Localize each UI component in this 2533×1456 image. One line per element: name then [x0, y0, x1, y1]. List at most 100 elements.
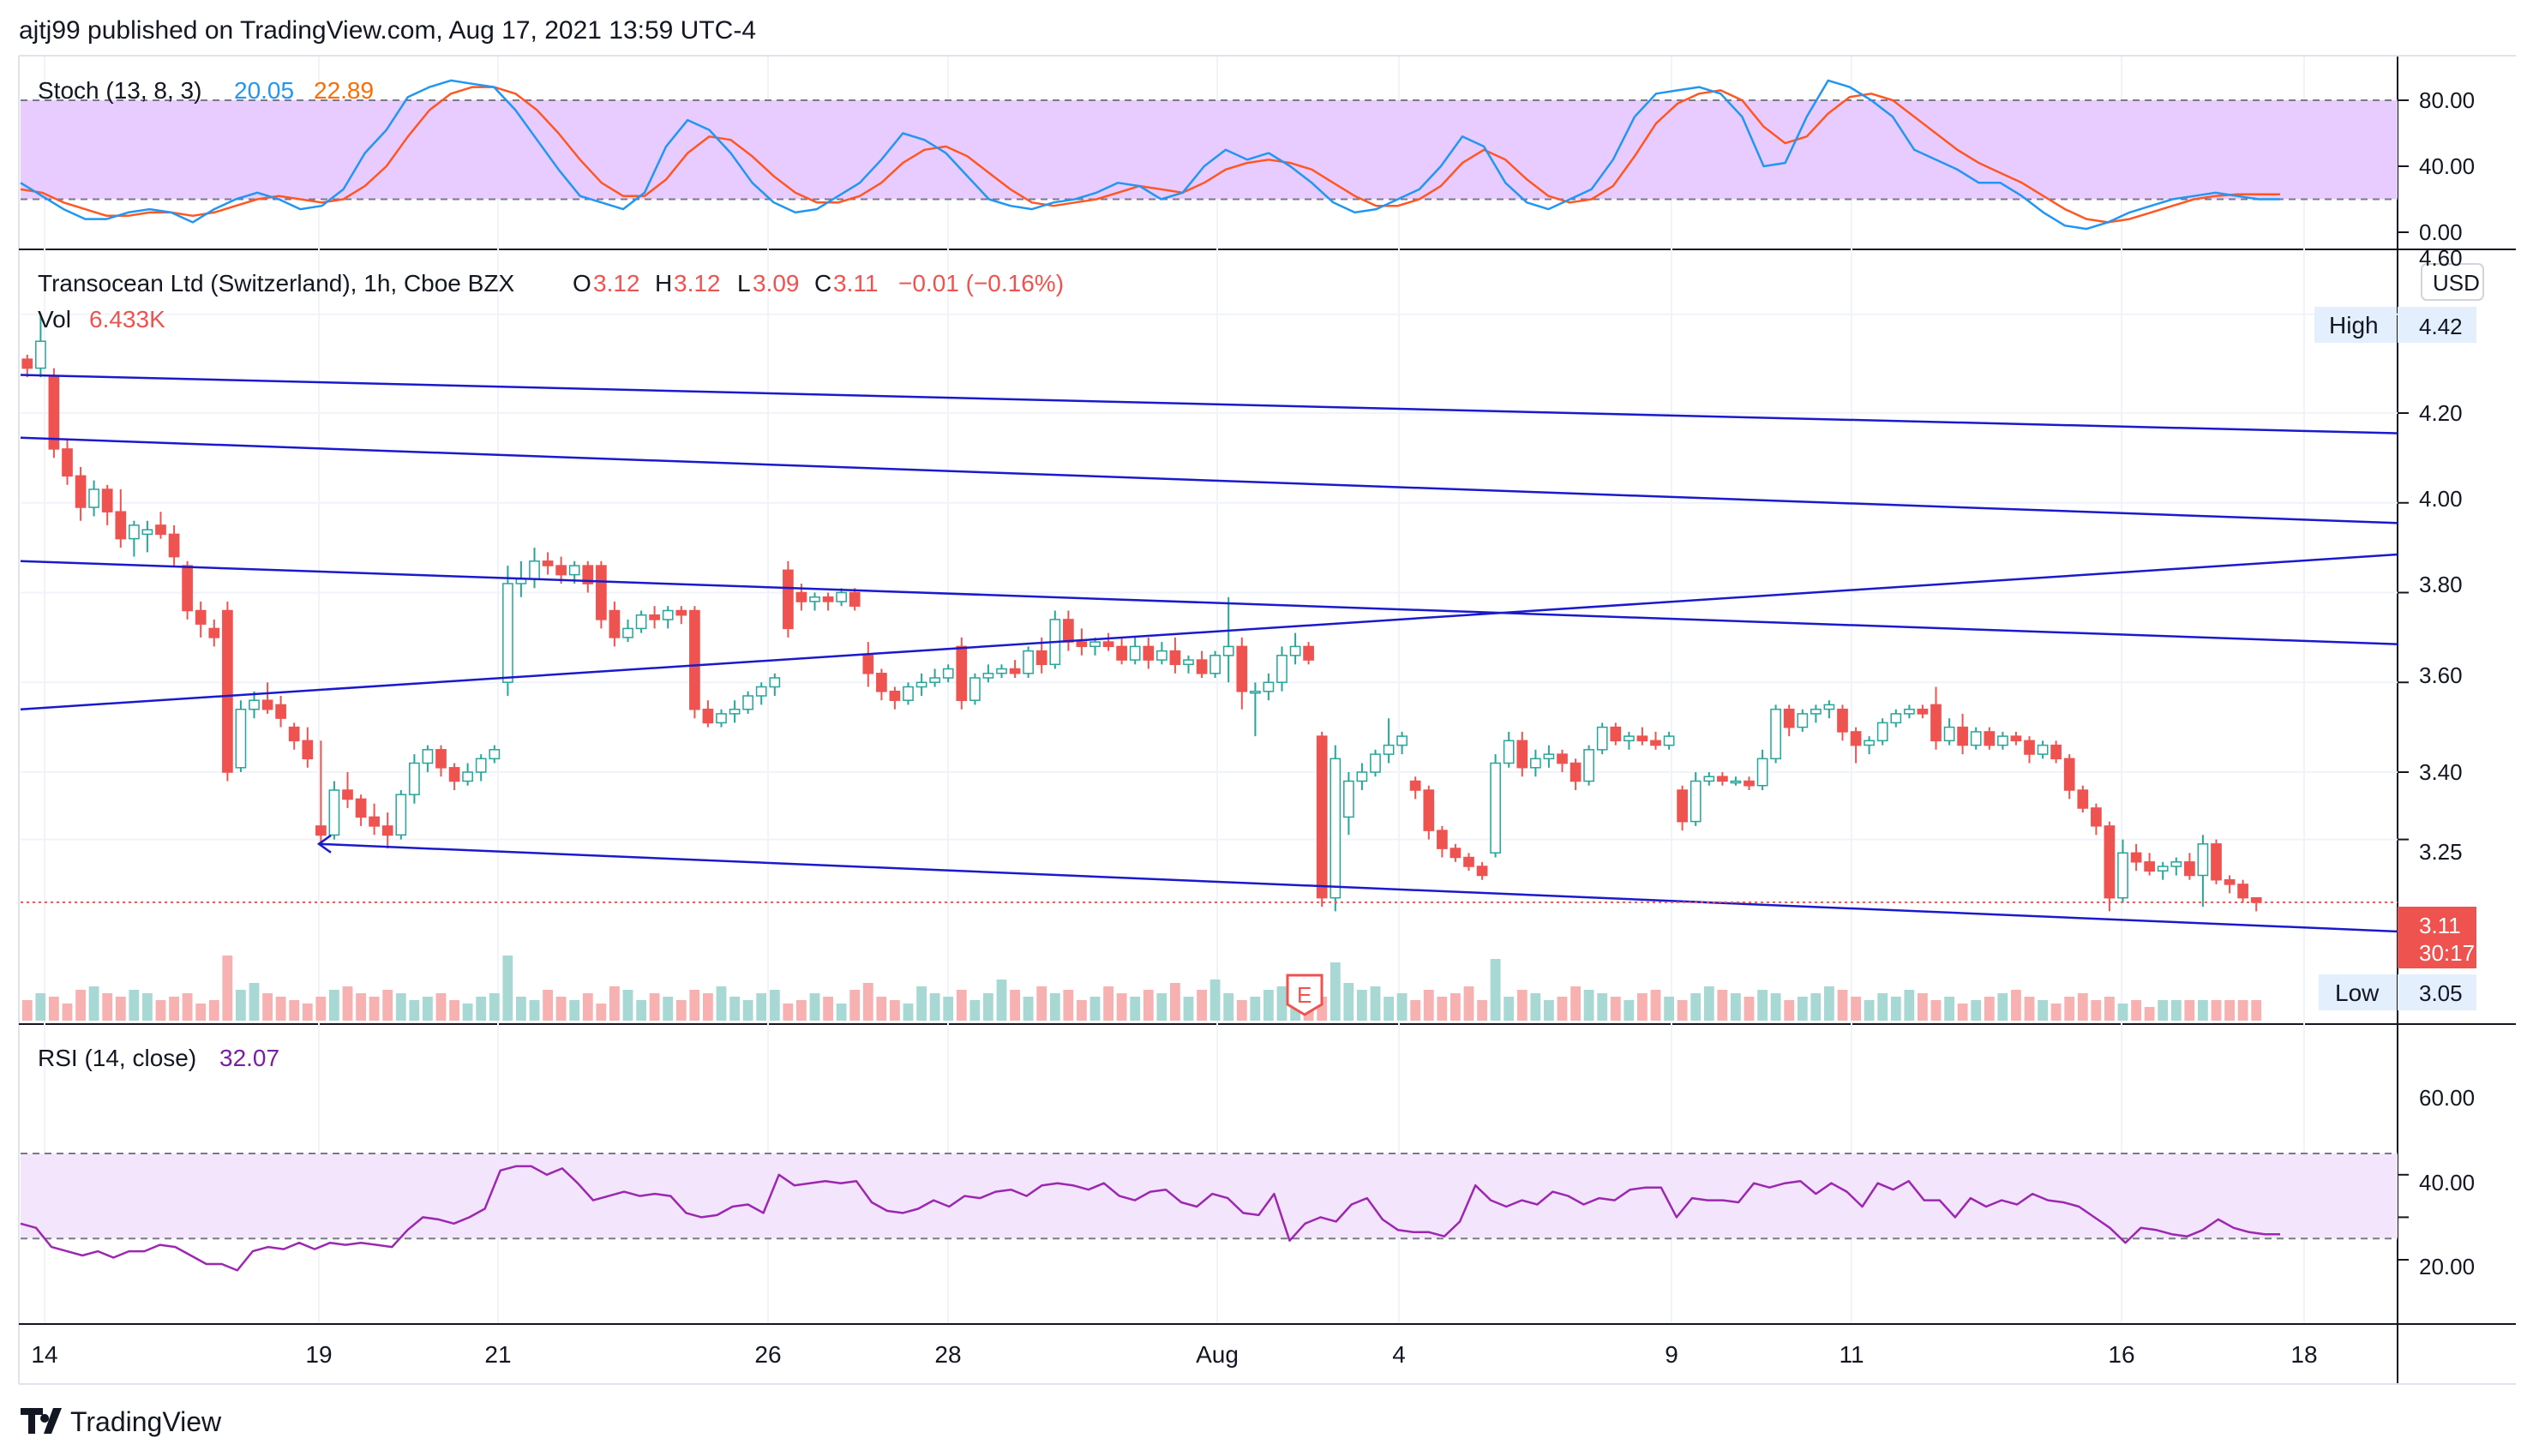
volume-value: 6.433K — [89, 306, 165, 333]
last-price-value: 3.11 — [2419, 913, 2461, 938]
volume-bar — [1637, 993, 1648, 1021]
earnings-marker[interactable]: E — [1286, 974, 1324, 1016]
volume-bar — [1690, 993, 1702, 1021]
candle-body — [1183, 659, 1194, 666]
candle-body — [1169, 650, 1181, 666]
volume-bar — [449, 1000, 459, 1021]
volume-bar — [382, 990, 393, 1021]
candle-body — [1823, 704, 1835, 710]
volume-bar — [115, 997, 126, 1021]
candle-body — [2117, 852, 2128, 899]
volume-bar — [1236, 1000, 1247, 1021]
candle-body — [75, 475, 87, 508]
volume-bar — [543, 990, 553, 1021]
candle-body — [555, 565, 567, 576]
time-axis[interactable]: 14 19 21 26 28 Aug 4 9 11 16 18 — [31, 1341, 2317, 1368]
candle-body — [1437, 830, 1448, 849]
volume-bar — [716, 986, 727, 1021]
candle-body — [862, 655, 874, 674]
volume-bar — [502, 956, 513, 1021]
candle-body — [1023, 650, 1034, 674]
volume-bar — [2170, 1000, 2182, 1021]
candle-body — [1303, 645, 1314, 661]
volume-bar — [823, 997, 833, 1021]
candle-body — [1984, 731, 1996, 746]
candle-body — [2157, 866, 2169, 872]
candle-body — [115, 511, 127, 540]
volume-bar — [1583, 990, 1594, 1021]
volume-bar — [2131, 1000, 2141, 1021]
candle-body — [1102, 641, 1114, 648]
volume-bar — [1957, 1004, 1968, 1021]
candle-body — [996, 668, 1007, 674]
rsi-pane[interactable] — [20, 1153, 2409, 1272]
volume-bar — [1477, 1000, 1487, 1021]
volume-bar — [916, 986, 927, 1021]
volume-bar — [809, 993, 820, 1021]
volume-bar — [983, 993, 993, 1021]
volume-bar — [1851, 997, 1861, 1021]
volume-bar — [1744, 997, 1755, 1021]
volume-bar — [622, 990, 633, 1021]
candle-body — [1356, 771, 1368, 782]
volume-bar — [1984, 997, 1995, 1021]
candle-body — [822, 596, 834, 602]
candle-body — [1089, 641, 1101, 648]
volume-bar — [1170, 983, 1180, 1021]
volume-bar — [1130, 997, 1141, 1021]
candle-body — [2091, 807, 2102, 827]
candle-body — [1797, 713, 1809, 728]
last-price-box — [2398, 907, 2476, 968]
high-label-box — [2314, 307, 2397, 343]
price-pane[interactable] — [20, 313, 2409, 1021]
stoch-tick-40: 40.00 — [2419, 153, 2475, 179]
price-tick-460: 4.60 — [2419, 245, 2463, 271]
candle-body — [942, 668, 954, 679]
volume-bar — [1197, 990, 1207, 1021]
candle-body — [288, 726, 300, 742]
volume-bar — [529, 1000, 540, 1021]
candle-body — [2130, 852, 2142, 863]
candle-body — [1076, 641, 1088, 648]
volume-bar — [88, 986, 99, 1021]
currency-badge[interactable] — [2421, 263, 2484, 301]
time-axis-label: 4 — [1392, 1341, 1406, 1368]
high-label: High — [2329, 312, 2379, 339]
volume-bar — [342, 986, 353, 1021]
volume-bar — [1570, 986, 1581, 1021]
candle-body — [529, 560, 540, 580]
low-label: Low — [2335, 980, 2380, 1006]
volume-bar — [1023, 997, 1034, 1021]
candle-body — [1770, 708, 1781, 760]
time-axis-label: 18 — [2290, 1341, 2317, 1368]
candle-body — [1250, 690, 1261, 694]
volume-bar — [1650, 990, 1661, 1021]
candle-body — [1383, 744, 1395, 755]
candle-body — [1837, 708, 1848, 733]
candle-body — [836, 591, 847, 602]
volume-bar — [1223, 993, 1234, 1021]
time-axis-label: 14 — [31, 1341, 57, 1368]
stoch-pane[interactable] — [20, 79, 2409, 233]
brand-name: TradingView — [70, 1406, 222, 1437]
tradingview-logo-icon — [21, 1408, 62, 1434]
candle-body — [1450, 848, 1462, 859]
volume-bar — [1624, 1000, 1635, 1021]
volume-bar — [1610, 997, 1621, 1021]
candle-body — [2170, 861, 2182, 867]
volume-bar — [1063, 990, 1074, 1021]
volume-bar — [890, 1000, 900, 1021]
volume-bar — [1504, 997, 1515, 1021]
volume-bar — [409, 1000, 420, 1021]
support-ray-arrowhead — [316, 834, 332, 854]
volume-bar — [476, 997, 487, 1021]
volume-bar — [836, 1004, 847, 1021]
candle-body — [369, 816, 380, 827]
candle-body — [1610, 726, 1622, 742]
volume-bar — [35, 993, 46, 1021]
tradingview-logo[interactable]: TradingView — [21, 1406, 222, 1437]
volume-bar — [2091, 1000, 2102, 1021]
candle-body — [168, 533, 180, 558]
volume-bar — [2024, 997, 2035, 1021]
